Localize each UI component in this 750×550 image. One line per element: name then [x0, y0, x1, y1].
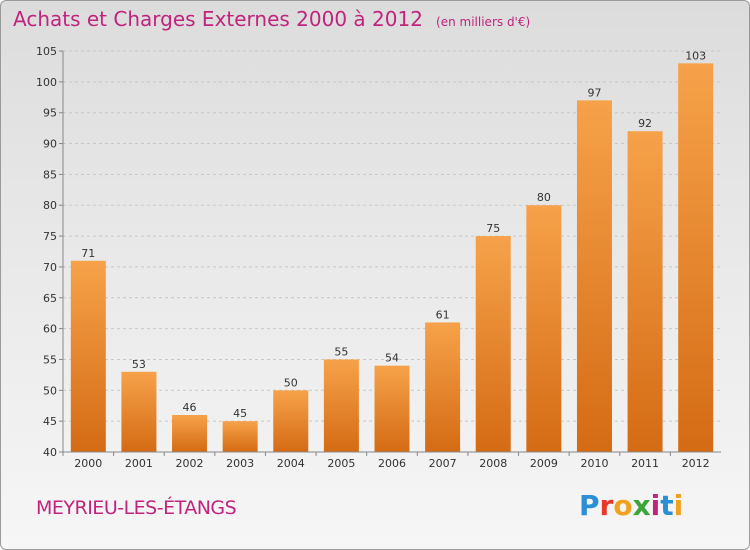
x-tick-label-2009: 2009	[530, 457, 558, 470]
data-label-2005: 55	[334, 345, 348, 358]
bar-2012	[678, 63, 714, 452]
commune-name: MEYRIEU-LES-ÉTANGS	[36, 497, 237, 519]
x-tick-label-2007: 2007	[429, 457, 457, 470]
x-axis: 2000 2001 2002 2003 2004 2005 2006 2007 2008 2009…	[62, 451, 721, 470]
logo-letter: x	[632, 489, 651, 522]
y-tick-label: 60	[43, 323, 57, 336]
y-tick-label: 50	[43, 384, 57, 397]
data-label-2003: 45	[233, 407, 247, 420]
x-tick-label-2008: 2008	[479, 457, 507, 470]
data-label-2011: 92	[638, 117, 652, 130]
x-tick-label-2001: 2001	[125, 457, 153, 470]
data-label-2007: 61	[436, 308, 450, 321]
y-tick-label: 85	[43, 168, 57, 181]
bar-2011	[627, 131, 663, 452]
data-label-2006: 54	[385, 352, 399, 365]
y-tick-label: 70	[43, 261, 57, 274]
logo-letter: i	[650, 489, 661, 522]
y-tick-label: 55	[43, 353, 57, 366]
x-tick-label-2010: 2010	[580, 457, 608, 470]
data-label-2002: 46	[183, 401, 197, 414]
data-label-2012: 103	[685, 49, 706, 62]
x-tick-label-2005: 2005	[327, 457, 355, 470]
logo-letter: P	[579, 489, 600, 522]
data-label-2008: 75	[486, 222, 500, 235]
x-tick-label-2004: 2004	[277, 457, 305, 470]
data-label-2004: 50	[284, 376, 298, 389]
data-label-2010: 97	[587, 86, 601, 99]
bar-2001	[121, 371, 157, 452]
proxiti-logo[interactable]: Proxiti	[579, 489, 683, 522]
title-row: Achats et Charges Externes 2000 à 2012 (…	[13, 7, 530, 31]
bar-2010	[576, 100, 612, 452]
data-label-2001: 53	[132, 358, 146, 371]
y-tick-label: 90	[43, 138, 57, 151]
x-tick-label-2003: 2003	[226, 457, 254, 470]
data-label-2000: 71	[81, 247, 95, 260]
y-axis: 40 45 50 55 60 65 70 75 80 85 90 95 100 105	[36, 45, 64, 459]
bar-2002	[172, 414, 208, 452]
x-tick-label-2002: 2002	[176, 457, 204, 470]
bar-2003	[222, 421, 258, 452]
logo-letter: r	[599, 489, 614, 522]
chart-subtitle: (en milliers d'€)	[436, 15, 531, 29]
x-tick-label-2012: 2012	[682, 457, 710, 470]
x-tick-label-2000: 2000	[74, 457, 102, 470]
logo-letter: t	[660, 489, 674, 522]
bar-2009	[526, 205, 562, 452]
data-label-2009: 80	[537, 191, 551, 204]
y-tick-label: 65	[43, 292, 57, 305]
y-tick-label: 105	[36, 45, 57, 58]
bar-2006	[374, 365, 410, 452]
data-labels: 71 53 46 45 50 55 54 61 75 80 97 92 103	[81, 49, 706, 420]
x-tick-label-2006: 2006	[378, 457, 406, 470]
bar-2004	[273, 390, 309, 452]
y-tick-label: 95	[43, 107, 57, 120]
y-tick-label: 80	[43, 199, 57, 212]
bar-2005	[323, 359, 359, 452]
bar-2008	[475, 236, 511, 452]
bars	[70, 63, 714, 452]
bar-2007	[425, 322, 461, 452]
bar-2000	[70, 260, 106, 452]
y-tick-label: 100	[36, 76, 57, 89]
logo-letter: o	[613, 489, 633, 522]
y-tick-label: 75	[43, 230, 57, 243]
logo-letter: i	[673, 489, 684, 522]
x-tick-label-2011: 2011	[631, 457, 659, 470]
y-tick-label: 45	[43, 415, 57, 428]
y-tick-label: 40	[43, 446, 57, 459]
chart-title: Achats et Charges Externes 2000 à 2012	[13, 7, 423, 31]
